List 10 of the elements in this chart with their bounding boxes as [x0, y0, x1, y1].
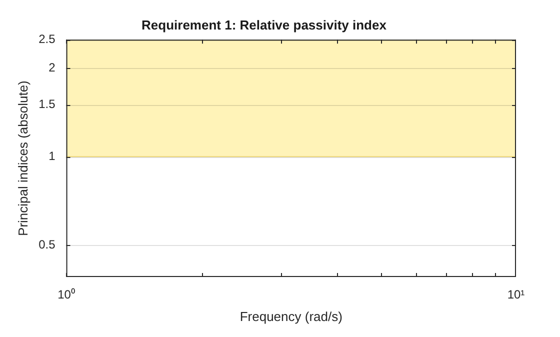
y-tick-label: 2.5 — [38, 32, 56, 46]
chart-title: Requirement 1: Relative passivity index — [142, 17, 388, 32]
x-tick-label: 10⁰ — [58, 288, 75, 302]
y-tick-label: 1 — [48, 148, 56, 163]
y-tick-label: 2 — [48, 60, 56, 74]
x-axis-title: Frequency (rad/s) — [240, 308, 342, 324]
y-tick-label: 0.5 — [38, 238, 56, 252]
y-axis-title: Principal indices (absolute) — [15, 80, 30, 236]
y-tick-label: 1.5 — [38, 97, 56, 112]
x-tick-label: 10¹ — [507, 288, 525, 302]
